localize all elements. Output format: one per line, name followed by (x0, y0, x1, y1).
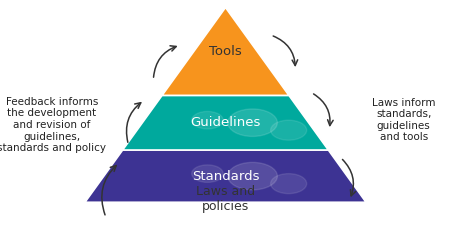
Circle shape (271, 221, 307, 241)
Polygon shape (85, 150, 366, 202)
Text: Laws inform
standards,
guidelines
and tools: Laws inform standards, guidelines and to… (372, 98, 435, 142)
Polygon shape (123, 95, 328, 150)
Text: Guidelines: Guidelines (190, 116, 261, 129)
Text: Laws and
policies: Laws and policies (196, 184, 255, 212)
Text: Feedback informs
the development
and revision of
guidelines,
standards and polic: Feedback informs the development and rev… (0, 97, 106, 153)
Polygon shape (162, 8, 289, 95)
Text: Tools: Tools (209, 45, 242, 58)
Circle shape (228, 210, 277, 238)
Polygon shape (85, 8, 366, 202)
Circle shape (192, 165, 223, 182)
Circle shape (192, 212, 223, 230)
Circle shape (228, 109, 277, 136)
Circle shape (271, 174, 307, 194)
Circle shape (271, 120, 307, 140)
Circle shape (192, 112, 223, 129)
Text: Standards: Standards (192, 170, 259, 182)
Circle shape (228, 162, 277, 190)
